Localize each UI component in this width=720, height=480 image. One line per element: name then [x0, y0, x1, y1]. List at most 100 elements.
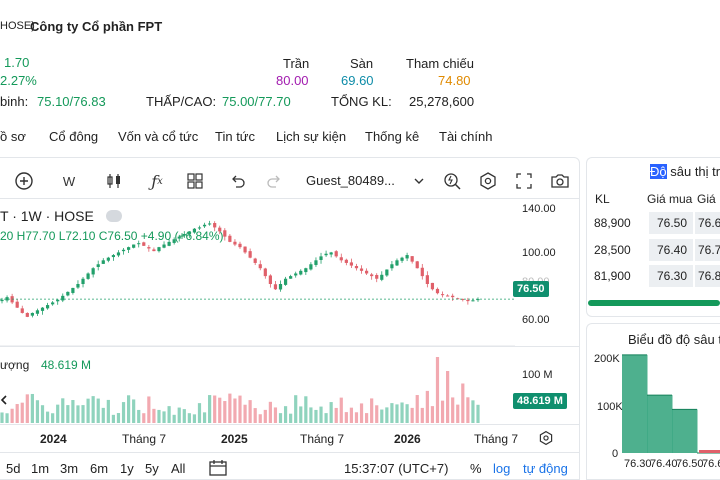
- candle-body: [238, 243, 242, 248]
- undo-icon[interactable]: [227, 170, 249, 192]
- depth-row-1-bid[interactable]: 76.50: [649, 212, 693, 234]
- candles-icon[interactable]: [103, 170, 125, 192]
- time-tick-jul-2025: Tháng 7: [300, 432, 345, 446]
- volume-bar: [420, 407, 424, 423]
- candle-body: [218, 227, 222, 232]
- range-all[interactable]: All: [171, 461, 186, 476]
- caret-down-icon[interactable]: [408, 170, 430, 192]
- exchange-code: HOSE): [0, 20, 35, 32]
- price-chart[interactable]: [0, 199, 515, 424]
- depth-col-bid: Giá mua: [647, 192, 693, 206]
- ceiling-value: 80.00: [276, 73, 309, 88]
- depth-row-1-ask[interactable]: 76.60: [695, 212, 720, 234]
- volume-bar: [101, 407, 105, 423]
- volume-bar: [390, 403, 394, 423]
- fullscreen-icon[interactable]: [513, 170, 535, 192]
- redo-icon[interactable]: [263, 170, 285, 192]
- candle-body: [258, 264, 262, 269]
- calendar-range-icon[interactable]: [208, 459, 228, 480]
- tab-news[interactable]: Tin tức: [215, 129, 256, 144]
- candle-body: [339, 257, 343, 261]
- volume-bar: [157, 409, 161, 423]
- candle-body: [91, 268, 95, 275]
- volume-bar: [349, 407, 354, 423]
- volume-bar: [202, 412, 207, 423]
- volume-bar: [10, 408, 14, 423]
- range-divider: [0, 452, 580, 453]
- volume-bar: [40, 405, 45, 423]
- depth-row-3-ask[interactable]: 76.80: [695, 265, 720, 287]
- depth-row-3-bid[interactable]: 76.30: [649, 265, 693, 287]
- range-1m[interactable]: 1m: [31, 461, 50, 476]
- volume-bar: [51, 413, 55, 423]
- price-tick-60: 60.00: [522, 314, 550, 326]
- time-tick-2025: 2025: [221, 432, 248, 446]
- candle-body: [121, 249, 126, 252]
- candle-body: [354, 266, 359, 269]
- tab-financials[interactable]: Tài chính: [439, 129, 493, 144]
- depth-row-2-bid[interactable]: 76.40: [649, 239, 693, 261]
- auto-toggle[interactable]: tự động: [523, 461, 568, 476]
- volume-bar: [344, 412, 348, 423]
- volume-label: TỔNG KL:: [331, 94, 392, 109]
- candle-body: [35, 310, 40, 314]
- candle-body: [0, 299, 4, 302]
- candle-body: [476, 299, 480, 301]
- settings-hexagon-icon[interactable]: [477, 170, 499, 192]
- volume-bar: [106, 399, 110, 423]
- candle-body: [243, 246, 247, 253]
- tab-statistics[interactable]: Thống kê: [365, 129, 420, 144]
- log-toggle[interactable]: log: [493, 461, 511, 476]
- candle-body: [248, 251, 252, 258]
- range-5y[interactable]: 5y: [145, 461, 159, 476]
- candle-body: [96, 264, 100, 267]
- clock-readout[interactable]: 15:37:07 (UTC+7): [344, 461, 449, 476]
- candle-body: [253, 258, 257, 263]
- volume-bar: [233, 398, 237, 423]
- volume-bar: [278, 413, 283, 423]
- range-3m[interactable]: 3m: [60, 461, 79, 476]
- candle-body: [197, 227, 202, 229]
- depth-chart[interactable]: [622, 345, 720, 455]
- axis-settings-icon[interactable]: [538, 430, 554, 451]
- camera-icon[interactable]: [549, 170, 571, 192]
- floor-label: Sàn: [350, 56, 374, 71]
- percent-toggle[interactable]: %: [470, 461, 482, 476]
- interval-button[interactable]: W: [62, 173, 76, 189]
- tab-shareholders[interactable]: Cổ đông: [49, 129, 99, 144]
- candle-body: [233, 241, 237, 245]
- volume-bar: [228, 393, 232, 423]
- depth-col-ask: Giá b: [697, 192, 716, 228]
- volume-bar: [218, 397, 222, 423]
- range-5d[interactable]: 5d: [6, 461, 21, 476]
- range-1y[interactable]: 1y: [120, 461, 134, 476]
- plus-circle-icon[interactable]: [13, 170, 35, 192]
- volume-bar: [213, 395, 217, 423]
- tab-profile[interactable]: ồ sơ: [0, 129, 26, 144]
- tab-events[interactable]: Lịch sự kiện: [276, 129, 347, 144]
- layout-name[interactable]: Guest_80489...: [306, 173, 395, 188]
- symbol-status-dot[interactable]: [106, 210, 122, 222]
- alert-icon[interactable]: [441, 170, 463, 192]
- volume-bar: [461, 383, 465, 423]
- volume-bar: [364, 413, 369, 423]
- volume-bar: [192, 414, 197, 423]
- collapse-arrow-icon[interactable]: [0, 392, 8, 410]
- pane-divider[interactable]: [0, 346, 580, 347]
- volume-bar: [172, 414, 176, 423]
- depth-x-2: 76.40: [650, 458, 678, 470]
- volume-bar: [96, 398, 100, 423]
- volume-bar: [319, 406, 323, 423]
- volume-bar: [126, 395, 131, 423]
- tab-capital-dividends[interactable]: Vốn và cổ tức: [118, 129, 199, 144]
- range-6m[interactable]: 6m: [90, 461, 109, 476]
- volume-bar: [35, 400, 40, 423]
- volume-bar: [182, 409, 186, 423]
- bid-ask-ratio-bar: [588, 300, 720, 306]
- floor-value: 69.60: [341, 73, 374, 88]
- candle-body: [471, 300, 475, 302]
- templates-grid-icon[interactable]: [184, 170, 206, 192]
- volume-tick-100m: 100 M: [522, 369, 553, 381]
- depth-row-2-ask[interactable]: 76.70: [695, 239, 720, 261]
